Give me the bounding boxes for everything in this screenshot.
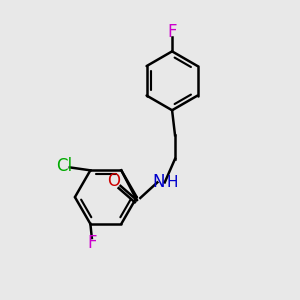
Text: Cl: Cl [56, 157, 73, 175]
Text: O: O [107, 172, 120, 190]
Text: F: F [87, 234, 97, 252]
Text: H: H [166, 175, 178, 190]
Text: N: N [152, 173, 165, 191]
Text: F: F [167, 23, 177, 41]
